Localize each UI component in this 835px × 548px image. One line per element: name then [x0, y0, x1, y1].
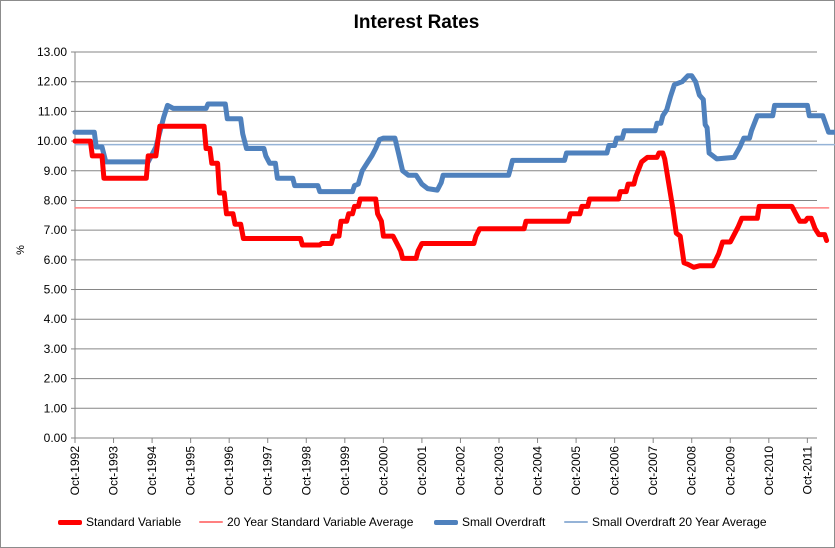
x-tick-label: Oct-2003 — [492, 446, 506, 496]
axes: 0.00 1.00 2.00 3.00 4.00 5.00 6.00 7.00 8.00 9.00… — [37, 45, 814, 495]
y-axis-label: % — [15, 245, 27, 255]
series-line-small-overdraft — [72, 73, 835, 195]
y-tick-label: 12.00 — [37, 75, 67, 89]
chart-title: Interest Rates — [353, 12, 480, 33]
x-tick-label: Oct-1992 — [68, 446, 82, 496]
legend-item-standard-variable: Standard Variable — [58, 512, 181, 532]
series-line-standard-variable — [72, 123, 830, 270]
x-tick-label: Oct-2004 — [531, 446, 545, 496]
x-tick-label: Oct-1993 — [107, 446, 121, 496]
x-tick-label: Oct-2005 — [569, 446, 583, 496]
x-tick-label: Oct-2010 — [762, 446, 776, 496]
x-tick-label: Oct-2006 — [608, 446, 622, 496]
gridlines — [75, 51, 817, 439]
y-tick-label: 4.00 — [44, 312, 68, 326]
y-tick-label: 8.00 — [44, 193, 68, 207]
y-tick-label: 6.00 — [44, 253, 68, 267]
x-tick-label: Oct-1996 — [222, 446, 236, 496]
legend-label: 20 Year Standard Variable Average — [227, 515, 414, 529]
y-tick-label: 11.00 — [38, 104, 67, 118]
y-tick-label: 0.00 — [44, 431, 68, 445]
x-tick-label: Oct-1997 — [261, 446, 275, 496]
y-tick-label: 7.00 — [44, 223, 68, 237]
x-tick-label: Oct-2000 — [376, 446, 390, 496]
legend-item-small-overdraft-average: Small Overdraft 20 Year Average — [564, 512, 767, 532]
series-lines — [72, 73, 835, 270]
legend-swatch-small-overdraft — [434, 519, 458, 525]
y-tick-label: 10.00 — [37, 134, 67, 148]
legend-label: Small Overdraft — [462, 515, 546, 529]
legend-label: Standard Variable — [86, 515, 182, 529]
y-tick-label: 3.00 — [44, 342, 68, 356]
y-tick-label: 5.00 — [44, 283, 68, 297]
legend-swatch-standard-variable — [58, 519, 82, 525]
x-tick-label: Oct-2001 — [415, 446, 429, 496]
legend-swatch-standard-variable-average — [199, 521, 223, 523]
x-tick-label: Oct-2002 — [453, 446, 467, 496]
x-tick-label: Oct-1999 — [338, 446, 352, 496]
x-tick-label: Oct-2011 — [800, 446, 814, 495]
x-tick-label: Oct-2009 — [723, 446, 737, 496]
legend-item-standard-variable-average: 20 Year Standard Variable Average — [199, 512, 413, 532]
x-tick-label: Oct-1998 — [299, 446, 313, 496]
y-tick-label: 1.00 — [44, 401, 68, 415]
x-tick-label: Oct-2007 — [646, 446, 660, 496]
legend-swatch-small-overdraft-average — [564, 521, 588, 523]
legend-label: Small Overdraft 20 Year Average — [592, 515, 767, 529]
x-tick-label: Oct-2008 — [685, 446, 699, 496]
y-tick-label: 9.00 — [44, 164, 68, 178]
y-tick-label: 13.00 — [37, 45, 67, 59]
y-tick-label: 2.00 — [44, 372, 68, 386]
x-tick-label: Oct-1994 — [145, 446, 159, 496]
legend-item-small-overdraft: Small Overdraft — [434, 512, 545, 532]
legend: Standard Variable 20 Year Standard Varia… — [0, 512, 833, 532]
x-tick-label: Oct-1995 — [184, 446, 198, 496]
